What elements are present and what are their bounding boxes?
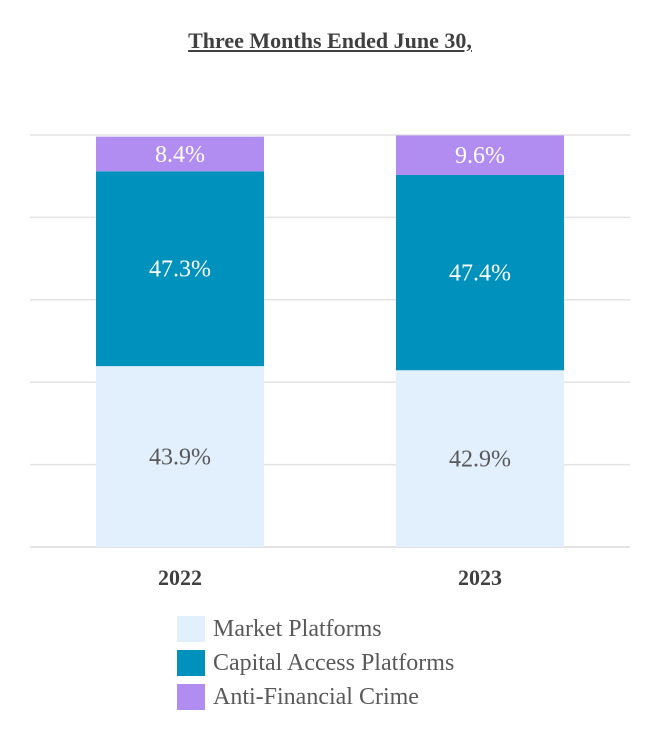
- chart-title: Three Months Ended June 30,: [188, 28, 472, 53]
- legend-label: Market Platforms: [213, 615, 382, 642]
- x-tick-label: 2022: [158, 565, 202, 590]
- x-tick-label: 2023: [458, 565, 502, 590]
- legend-item: Market Platforms: [177, 616, 382, 642]
- legend-item: Anti-Financial Crime: [177, 684, 419, 710]
- bar-capital-access-platforms-2023: [396, 174, 564, 371]
- legend-swatch: [177, 650, 205, 676]
- bar-anti-financial-crime-2023: [396, 135, 564, 175]
- bar-capital-access-platforms-2022: [96, 171, 264, 367]
- data-label: 47.3%: [149, 257, 211, 283]
- bar-market-platforms-2023: [396, 370, 564, 547]
- legend-item: Capital Access Platforms: [177, 650, 454, 676]
- bar-market-platforms-2022: [96, 366, 264, 547]
- stacked-bar-chart: 43.9% 47.3% 8.4% 2022 42.9% 47.4% 9.6% 2023: [30, 134, 630, 590]
- data-label: 43.9%: [149, 445, 211, 471]
- legend-swatch: [177, 684, 205, 710]
- data-label: 42.9%: [449, 447, 511, 473]
- legend-label: Anti-Financial Crime: [213, 683, 419, 710]
- data-label: 47.4%: [449, 261, 511, 287]
- legend-label: Capital Access Platforms: [213, 649, 455, 676]
- data-label: 9.6%: [455, 143, 505, 169]
- data-label: 8.4%: [155, 142, 205, 168]
- bar-anti-financial-crime-2022: [96, 136, 264, 172]
- legend-swatch: [177, 616, 205, 642]
